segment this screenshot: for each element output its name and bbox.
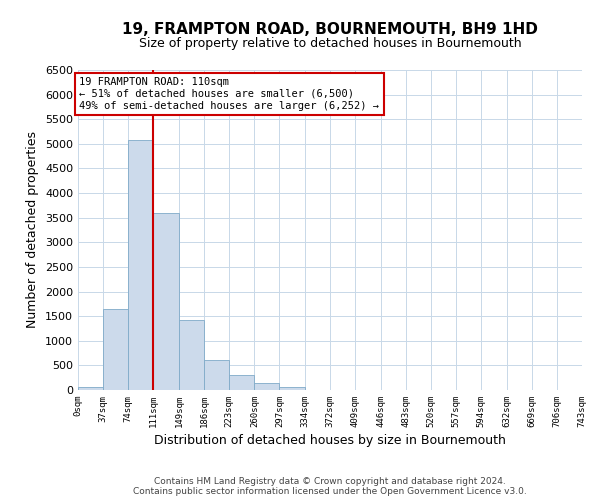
Text: Contains public sector information licensed under the Open Government Licence v3: Contains public sector information licen…	[133, 488, 527, 496]
Text: 19, FRAMPTON ROAD, BOURNEMOUTH, BH9 1HD: 19, FRAMPTON ROAD, BOURNEMOUTH, BH9 1HD	[122, 22, 538, 38]
Y-axis label: Number of detached properties: Number of detached properties	[26, 132, 40, 328]
Text: Size of property relative to detached houses in Bournemouth: Size of property relative to detached ho…	[139, 38, 521, 51]
Bar	[204, 360, 229, 390]
Bar	[229, 375, 254, 390]
Bar	[153, 213, 179, 390]
Text: 19 FRAMPTON ROAD: 110sqm
← 51% of detached houses are smaller (6,500)
49% of sem: 19 FRAMPTON ROAD: 110sqm ← 51% of detach…	[79, 78, 379, 110]
Bar	[128, 140, 153, 390]
Text: Contains HM Land Registry data © Crown copyright and database right 2024.: Contains HM Land Registry data © Crown c…	[154, 478, 506, 486]
Bar	[103, 309, 128, 390]
Bar	[78, 387, 103, 390]
Bar	[179, 320, 204, 390]
Bar	[254, 383, 280, 390]
Bar	[280, 387, 305, 390]
X-axis label: Distribution of detached houses by size in Bournemouth: Distribution of detached houses by size …	[154, 434, 506, 447]
